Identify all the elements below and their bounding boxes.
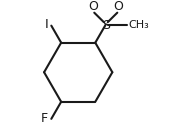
Text: S: S (102, 19, 110, 32)
Text: O: O (114, 0, 123, 13)
Text: I: I (44, 18, 48, 31)
Text: CH₃: CH₃ (129, 20, 150, 30)
Text: F: F (41, 112, 48, 125)
Text: O: O (88, 0, 98, 13)
